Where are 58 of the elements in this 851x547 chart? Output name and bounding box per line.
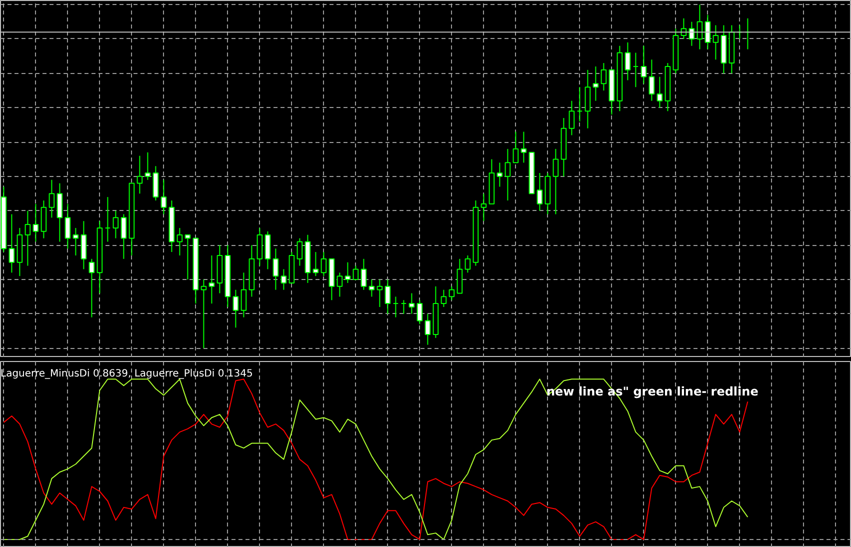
candlestick — [24, 210, 31, 266]
candlestick — [576, 86, 583, 122]
candlestick — [600, 62, 607, 92]
candlestick — [200, 279, 207, 349]
candlestick — [312, 252, 319, 277]
candlestick — [656, 76, 663, 108]
candlestick — [368, 279, 375, 298]
candlestick — [296, 238, 303, 266]
candlestick — [48, 179, 55, 218]
candlestick — [144, 152, 151, 180]
candlestick — [448, 286, 455, 301]
candlestick — [176, 227, 183, 256]
candlestick — [464, 254, 471, 274]
candlestick — [360, 258, 367, 290]
candlestick — [72, 227, 79, 256]
candlestick — [240, 272, 247, 318]
candlestick — [568, 100, 575, 136]
candlestick — [520, 131, 527, 164]
candlestick — [376, 279, 383, 308]
candlestick — [480, 193, 487, 222]
candlestick — [640, 45, 647, 84]
candlestick — [280, 268, 287, 290]
candlestick — [648, 59, 655, 102]
candlestick — [384, 279, 391, 314]
candlestick — [624, 42, 631, 81]
candlestick — [104, 196, 111, 242]
candlestick — [112, 210, 119, 239]
candlestick — [336, 272, 343, 298]
candlestick — [416, 300, 423, 325]
candlestick — [120, 214, 127, 260]
candlestick — [504, 148, 511, 201]
candlestick — [136, 155, 143, 194]
chart-title: Laguerre_MinusDi 0.8639, Laguerre_PlusDi 0.1345 — [0, 368, 253, 380]
candlestick — [392, 296, 399, 318]
candlestick — [512, 131, 519, 164]
candlestick — [400, 300, 407, 314]
candlestick — [232, 289, 239, 328]
candlestick — [704, 14, 711, 50]
candlestick — [408, 292, 415, 314]
candlestick — [592, 66, 599, 102]
candlestick — [536, 172, 543, 212]
candlestick — [272, 248, 279, 290]
candlestick — [64, 203, 71, 250]
candlestick — [208, 254, 215, 304]
candlestick — [352, 265, 359, 280]
candlestick — [424, 313, 431, 346]
candlestick — [88, 258, 95, 318]
candlestick — [160, 179, 167, 215]
candlestick — [496, 162, 503, 188]
candlestick — [184, 234, 191, 280]
candlestick — [712, 24, 719, 60]
candlestick — [552, 148, 559, 215]
candlestick — [32, 203, 39, 242]
candlestick — [632, 52, 639, 88]
candlestick — [320, 252, 327, 277]
candlestick — [8, 214, 15, 274]
candlestick — [440, 289, 447, 308]
candlestick — [344, 262, 351, 284]
